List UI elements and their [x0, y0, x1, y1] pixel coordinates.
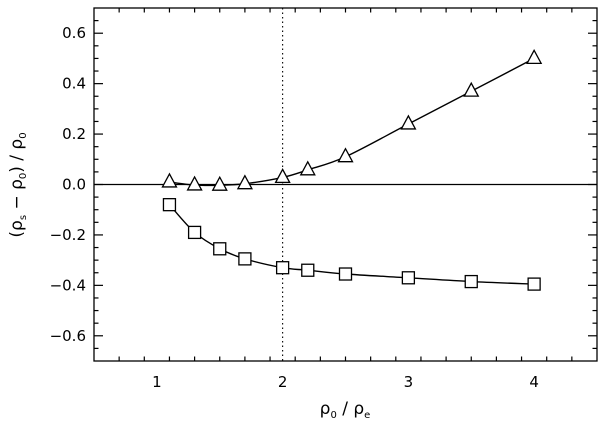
triangle-marker — [236, 174, 253, 190]
series-1-line — [168, 204, 535, 285]
square-marker — [275, 261, 290, 275]
series-layer — [161, 48, 543, 291]
triangle-marker — [299, 160, 316, 176]
square-marker — [213, 242, 227, 256]
triangle-marker — [186, 175, 203, 191]
triangle-marker — [526, 48, 543, 65]
square-marker — [238, 252, 252, 266]
x-axis-label: ρ0 / ρe — [320, 399, 371, 421]
triangle-marker — [211, 175, 228, 191]
x-tick-label: 4 — [529, 373, 539, 391]
square-marker — [162, 198, 177, 212]
square-marker — [527, 277, 541, 291]
square-marker — [338, 267, 353, 281]
series-0-line — [169, 57, 535, 187]
x-tick-label: 1 — [152, 373, 162, 391]
triangle-marker — [161, 172, 178, 188]
y-tick-label: −0.6 — [50, 327, 86, 345]
triangle-marker — [337, 147, 354, 163]
y-tick-label: 0.6 — [62, 24, 86, 42]
reference-lines — [94, 8, 597, 361]
axis-ticks — [94, 8, 597, 361]
y-tick-label: −0.4 — [50, 276, 86, 294]
triangle-marker — [274, 168, 291, 184]
y-tick-label: 0.2 — [62, 125, 86, 143]
square-marker — [301, 263, 315, 277]
triangle-marker — [400, 114, 417, 130]
y-tick-label: −0.2 — [50, 226, 86, 244]
triangle-marker — [463, 81, 480, 97]
x-tick-label: 3 — [404, 373, 414, 391]
y-tick-label: 0.4 — [62, 75, 86, 93]
square-marker — [464, 274, 478, 289]
square-marker — [401, 271, 416, 285]
square-marker — [187, 225, 202, 240]
y-tick-label: 0.0 — [62, 176, 86, 194]
y-axis-label: (ρs − ρ0) / ρ0 — [7, 132, 29, 237]
tick-labels: 1 2 3 4 −0.6 −0.4 −0.2 0.0 0.2 0.4 0.6 — [50, 24, 539, 391]
x-tick-label: 2 — [278, 373, 288, 391]
